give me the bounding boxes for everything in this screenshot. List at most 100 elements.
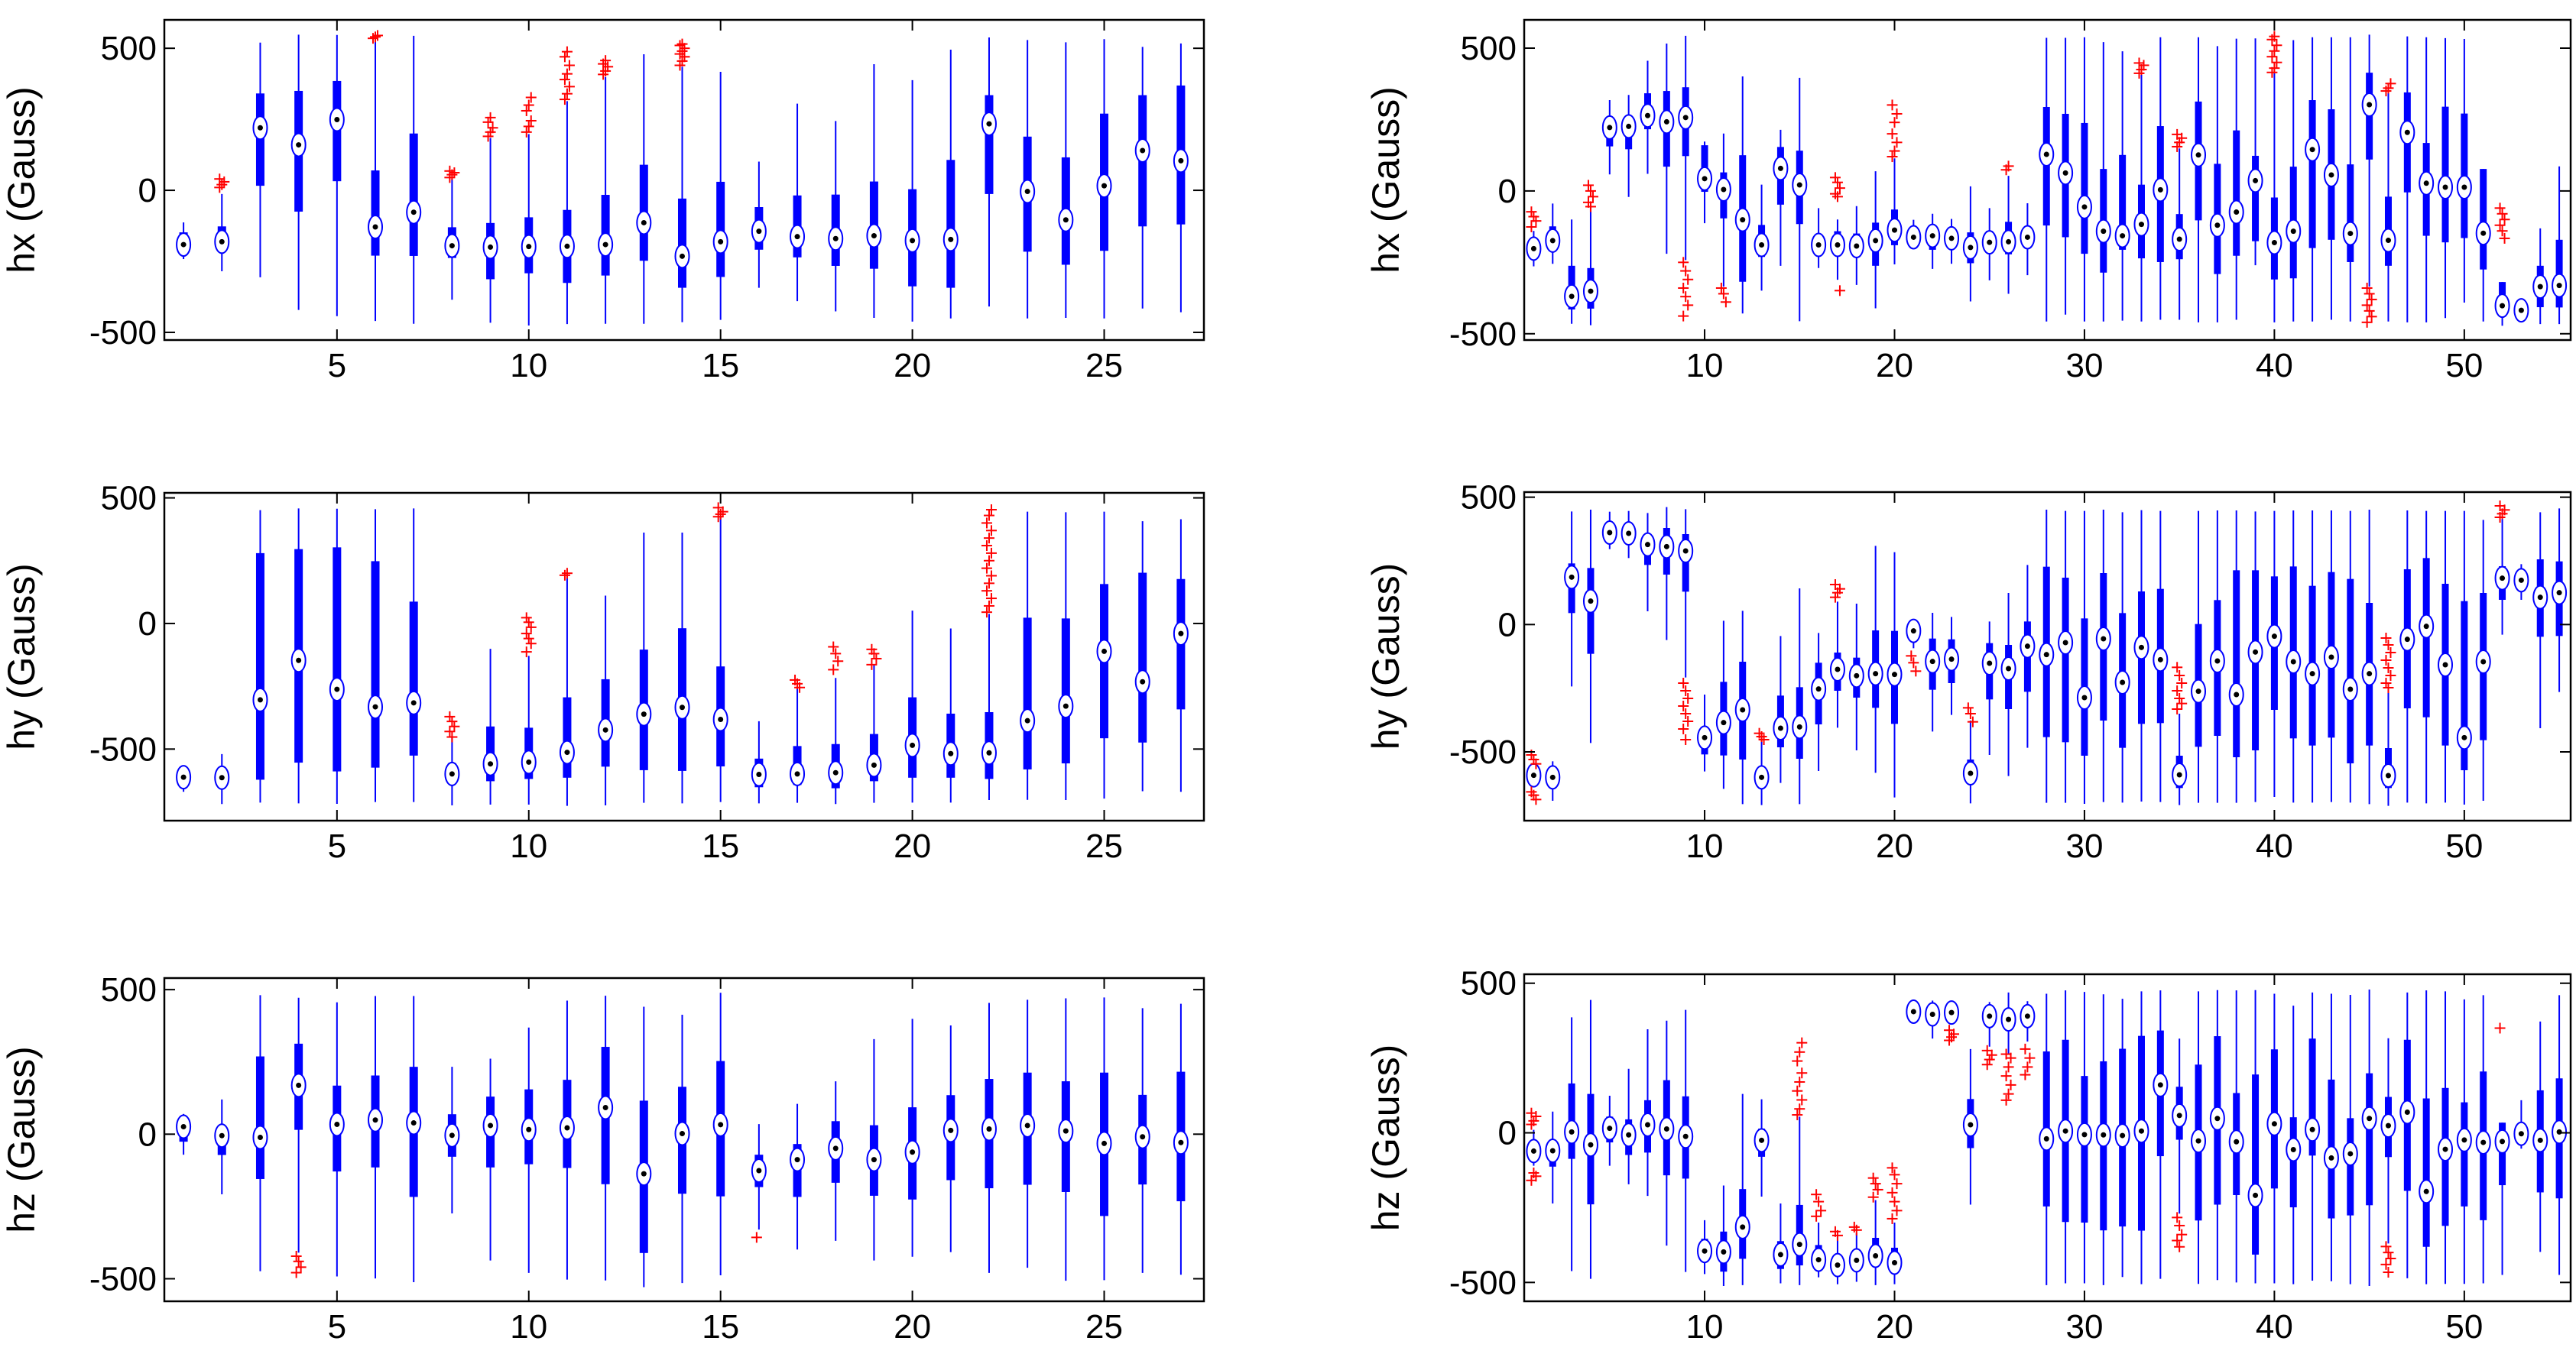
y-tick-label: 0 [138, 605, 157, 643]
box-19 [866, 1038, 882, 1261]
median-dot [2442, 184, 2448, 190]
median-dot [756, 228, 762, 235]
box-32 [2114, 51, 2130, 321]
median-dot [2328, 1155, 2334, 1161]
outlier-marker [1964, 708, 1976, 719]
median-dot [180, 774, 187, 780]
median-dot [180, 241, 187, 248]
outlier-marker [1680, 708, 1692, 719]
box-25 [1981, 208, 1997, 280]
outlier-marker [981, 607, 992, 618]
median-dot [756, 1168, 762, 1174]
y-tick-label: -500 [89, 730, 157, 768]
box-25 [1096, 39, 1112, 319]
outlier-marker [525, 638, 537, 649]
box-iqr [2289, 1117, 2297, 1208]
outlier-marker [1526, 1107, 1537, 1119]
outlier-marker [2176, 1229, 2188, 1240]
outlier-marker [1678, 701, 1689, 711]
box-8 [1659, 44, 1675, 254]
box-41 [2286, 1006, 2302, 1284]
box-18 [828, 121, 844, 312]
median-dot [2347, 686, 2354, 692]
box-12 [1734, 1093, 1750, 1285]
y-tick-label: 0 [1498, 606, 1517, 643]
box-iqr [2252, 155, 2260, 241]
outlier-marker [2269, 45, 2280, 57]
box-iqr [2461, 1102, 2468, 1207]
outlier-marker [1887, 99, 1898, 111]
box-22 [1925, 1000, 1941, 1039]
median-dot [2500, 575, 2506, 581]
box-43 [2323, 37, 2339, 320]
x-tick-label: 15 [702, 828, 739, 865]
median-dot [1530, 1148, 1536, 1154]
box-8 [444, 1067, 460, 1213]
box-17 [790, 1103, 806, 1250]
box-24 [1058, 42, 1074, 319]
outlier-marker [868, 648, 880, 659]
y-axis-label: hx (Gauss) [0, 86, 43, 274]
median-dot [1569, 574, 1575, 580]
median-dot [2214, 658, 2221, 664]
median-dot [948, 750, 954, 756]
outlier-marker [985, 547, 997, 559]
box-iqr [2461, 601, 2468, 770]
median-dot [1702, 734, 1708, 740]
x-tick-label: 10 [510, 828, 547, 865]
median-dot [1549, 238, 1556, 244]
box-13 [1754, 184, 1770, 291]
median-dot [1873, 238, 1879, 244]
median-dot [2309, 147, 2315, 153]
median-dot [180, 1123, 187, 1129]
x-tick-label: 25 [1085, 347, 1123, 384]
median-dot [1873, 671, 1879, 677]
box-22 [981, 1003, 997, 1273]
box-4 [1582, 206, 1598, 326]
median-dot [2461, 184, 2467, 190]
median-dot [679, 253, 685, 259]
box-10 [1697, 695, 1713, 772]
outlier-marker [1984, 1054, 1995, 1065]
box-22 [981, 614, 997, 801]
outlier-marker [2172, 704, 2183, 714]
median-dot [2157, 1082, 2163, 1088]
box-31 [2095, 42, 2111, 322]
median-dot [410, 700, 417, 706]
box-13 [636, 532, 652, 803]
box-11 [1715, 1185, 1731, 1287]
outlier-marker [2385, 78, 2396, 89]
outlier-marker [444, 165, 456, 177]
median-dot [1968, 1122, 1974, 1128]
axes-frame [163, 18, 1205, 342]
outlier-marker [1851, 1224, 1862, 1236]
outlier-marker [1680, 265, 1692, 277]
median-dot [641, 711, 647, 718]
outlier-marker [1981, 1045, 1993, 1056]
outlier-marker [2366, 293, 2377, 305]
y-axis-label: hz (Gauss) [0, 1046, 43, 1233]
outlier-marker [444, 711, 456, 722]
box-26 [2000, 176, 2016, 294]
outlier-marker [521, 628, 532, 640]
box-22 [981, 37, 997, 307]
box-42 [2305, 510, 2321, 803]
box-9 [482, 649, 498, 805]
outlier-marker [1889, 145, 1900, 157]
outlier-marker [1678, 282, 1689, 293]
median-dot [2043, 652, 2049, 658]
median-dot [2404, 637, 2410, 643]
median-dot [2500, 1139, 2506, 1145]
outlier-marker [2174, 670, 2185, 681]
outlier-marker [2000, 1071, 2012, 1082]
outlier-marker [1813, 1196, 1825, 1207]
box-12 [598, 76, 614, 324]
median-dot [2328, 654, 2334, 660]
box-2 [1545, 761, 1561, 801]
outlier-marker [2172, 685, 2183, 696]
median-dot [1607, 125, 1613, 131]
median-dot [2423, 1188, 2429, 1194]
median-dot [564, 1125, 570, 1131]
box-18 [1848, 604, 1864, 750]
median-dot [794, 771, 800, 777]
